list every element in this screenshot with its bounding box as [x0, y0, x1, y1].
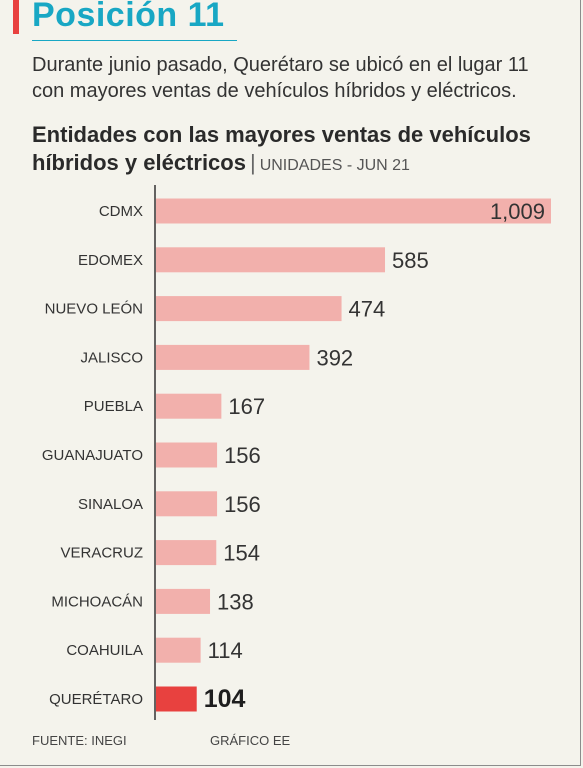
value-label-9: 114: [208, 638, 243, 663]
category-label-9: COAHUILA: [66, 642, 143, 659]
bar-7: [156, 540, 217, 566]
bar-8: [156, 588, 211, 614]
chart-subtitle: UNIDADES - JUN 21: [259, 157, 410, 174]
accent-bar: [13, 0, 19, 34]
bar-9: [156, 637, 201, 663]
title-separator: |: [249, 150, 256, 175]
bar-3: [156, 344, 310, 370]
value-label-7: 154: [223, 541, 260, 566]
headline-rule: [32, 40, 237, 41]
bar-0: [156, 198, 551, 224]
value-label-2: 474: [349, 297, 386, 322]
bar-4: [156, 393, 222, 419]
bar-chart: CDMX 1,009 EDOMEX 585 NUEVO LEÓN 474 JALISCO 39…: [42, 185, 551, 720]
headline: Posición 11: [32, 0, 225, 34]
category-label-10: QUERÉTARO: [49, 691, 143, 708]
bar-10: [156, 686, 197, 712]
bar-1: [156, 247, 386, 273]
bar-6: [156, 491, 218, 517]
category-label-4: PUEBLA: [84, 398, 143, 415]
category-label-3: JALISCO: [80, 349, 143, 366]
source-note: FUENTE: INEGI: [32, 733, 127, 748]
category-label-8: MICHOACÁN: [51, 593, 143, 610]
chart-title: Entidades con las mayores ventas de vehí…: [32, 122, 531, 175]
deck-text: Durante junio pasado, Querétaro se ubicó…: [32, 54, 529, 102]
value-label-5: 156: [224, 443, 261, 468]
value-label-6: 156: [224, 492, 261, 517]
value-label-1: 585: [392, 248, 429, 273]
category-label-5: GUANAJUATO: [42, 447, 143, 464]
category-label-1: EDOMEX: [78, 252, 143, 269]
value-label-3: 392: [316, 345, 353, 370]
value-label-4: 167: [228, 394, 265, 419]
category-label-0: CDMX: [99, 203, 143, 220]
chart-title-block: Entidades con las mayores ventas de vehí…: [32, 121, 572, 180]
category-label-2: NUEVO LEÓN: [45, 301, 143, 318]
bar-5: [156, 442, 218, 468]
category-label-6: SINALOA: [78, 496, 143, 513]
value-label-10: 104: [204, 685, 246, 713]
value-label-0: 1,009: [490, 199, 545, 224]
credit-note: GRÁFICO EE: [210, 733, 291, 748]
bar-2: [156, 296, 342, 322]
value-label-8: 138: [217, 589, 254, 614]
category-label-7: VERACRUZ: [60, 545, 143, 562]
